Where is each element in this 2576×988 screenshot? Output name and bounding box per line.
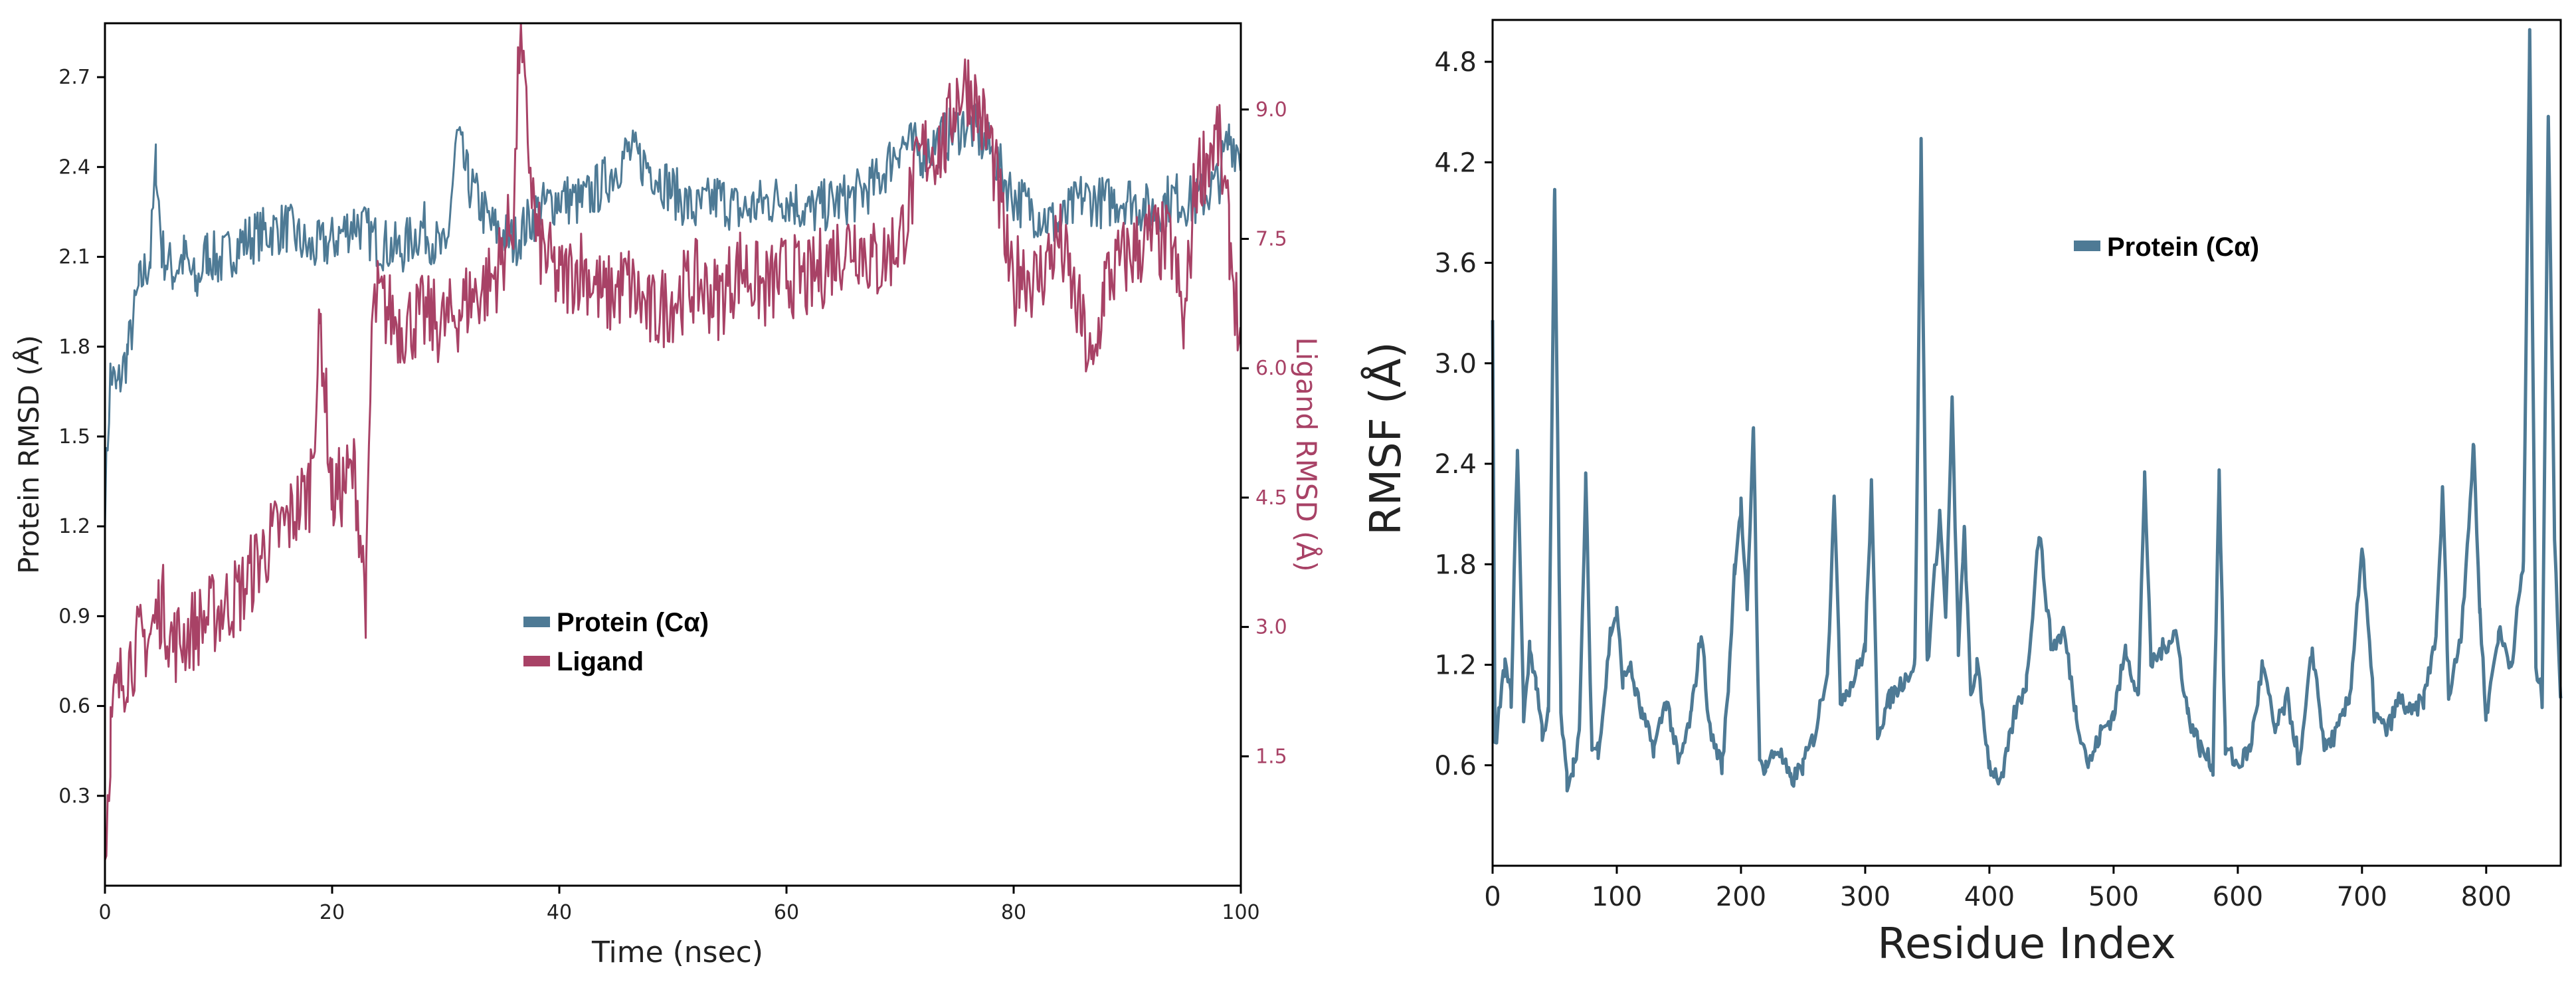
rmsd-legend: Protein (Cα) Ligand bbox=[523, 608, 709, 676]
rmsf-y-tick-label: 3.0 bbox=[1434, 349, 1477, 379]
rmsf-x-tick-label: 400 bbox=[1964, 882, 2015, 912]
protein-rmsf-line bbox=[1491, 28, 2563, 793]
rmsf-y-tick-label: 3.6 bbox=[1434, 248, 1477, 279]
rmsd-y2-tick-label: 1.5 bbox=[1255, 745, 1287, 768]
legend-swatch-protein bbox=[523, 617, 550, 627]
rmsd-x-tick-label: 60 bbox=[774, 901, 799, 924]
rmsf-x-tick-label: 800 bbox=[2461, 882, 2512, 912]
rmsd-y2-tick-label: 7.5 bbox=[1255, 228, 1287, 251]
rmsd-y2-tick-label: 4.5 bbox=[1255, 486, 1287, 510]
rmsd-x-tick-label: 0 bbox=[98, 901, 111, 924]
rmsf-y-axis-label: RMSF (Å) bbox=[1360, 342, 1411, 535]
rmsd-y-tick-label: 2.1 bbox=[58, 246, 90, 269]
rmsd-plot-frame bbox=[104, 22, 1242, 887]
rmsf-x-tick-label: 600 bbox=[2213, 882, 2263, 912]
rmsd-chart: 0 20 40 60 80 100 0.3 0.6 0.9 1.2 1.5 1.8 2.1 2.4 2.7 1… bbox=[12, 22, 1323, 969]
rmsf-y-tick-label: 4.8 bbox=[1434, 47, 1477, 78]
rmsf-x-tick-label: 0 bbox=[1484, 882, 1501, 912]
rmsd-x-tick-label: 20 bbox=[320, 901, 345, 924]
rmsd-y-tick-label: 2.4 bbox=[58, 155, 90, 179]
rmsf-y-tick-label: 2.4 bbox=[1434, 449, 1477, 480]
protein-rmsd-line bbox=[104, 103, 1242, 530]
rmsf-x-axis-label: Residue Index bbox=[1877, 920, 2175, 969]
legend-label-protein: Protein (Cα) bbox=[2107, 233, 2259, 262]
rmsf-x-tick-label: 300 bbox=[1840, 882, 1890, 912]
rmsd-y-tick-label: 2.7 bbox=[58, 66, 90, 89]
rmsd-x-tick-label: 80 bbox=[1001, 901, 1026, 924]
rmsd-y-tick-label: 1.2 bbox=[58, 515, 90, 538]
rmsd-y-tick-label: 0.9 bbox=[58, 605, 90, 628]
rmsd-x-axis-label: Time (nsec) bbox=[591, 936, 763, 969]
rmsd-y2-axis-label: Ligand RMSD (Å) bbox=[1290, 337, 1323, 571]
legend-label-ligand: Ligand bbox=[557, 647, 644, 676]
rmsd-y-axis-label: Protein RMSD (Å) bbox=[12, 335, 45, 574]
rmsd-y-tick-label: 0.6 bbox=[58, 695, 90, 718]
rmsd-x-tick-label: 40 bbox=[547, 901, 572, 924]
rmsd-ticks-layer: 0 20 40 60 80 100 0.3 0.6 0.9 1.2 1.5 1.8 2.1 2.4 2.7 1… bbox=[58, 66, 1287, 924]
rmsf-ticks-layer: 0 100 200 300 400 500 600 700 800 0.6 1.2 1.8 2.4 3.0… bbox=[1434, 47, 2512, 912]
rmsd-y-tick-label: 1.5 bbox=[58, 425, 90, 448]
rmsf-x-tick-label: 200 bbox=[1716, 882, 1766, 912]
rmsf-plot-frame bbox=[1491, 19, 2562, 867]
rmsf-y-tick-label: 1.8 bbox=[1434, 549, 1477, 580]
rmsf-chart: 0 100 200 300 400 500 600 700 800 0.6 1.2 1.8 2.4 3.0… bbox=[1360, 19, 2563, 969]
rmsf-x-tick-label: 500 bbox=[2088, 882, 2139, 912]
rmsf-legend: Protein (Cα) bbox=[2074, 233, 2259, 262]
rmsd-series-layer bbox=[104, 22, 1242, 860]
rmsf-y-tick-label: 0.6 bbox=[1434, 751, 1477, 781]
legend-swatch-protein bbox=[2074, 241, 2100, 251]
rmsd-y2-tick-label: 3.0 bbox=[1255, 616, 1287, 639]
rmsf-x-tick-label: 100 bbox=[1592, 882, 1642, 912]
rmsd-y2-tick-label: 9.0 bbox=[1255, 98, 1287, 122]
rmsf-x-tick-label: 700 bbox=[2337, 882, 2387, 912]
rmsf-y-tick-label: 4.2 bbox=[1434, 148, 1477, 178]
rmsf-y-tick-label: 1.2 bbox=[1434, 650, 1477, 681]
ligand-rmsd-line bbox=[104, 22, 1242, 860]
legend-swatch-ligand bbox=[523, 656, 550, 666]
rmsd-y-tick-label: 1.8 bbox=[58, 336, 90, 359]
rmsd-x-tick-label: 100 bbox=[1222, 901, 1259, 924]
rmsd-y-tick-label: 0.3 bbox=[58, 785, 90, 808]
rmsf-series-layer bbox=[1491, 28, 2563, 793]
legend-label-protein: Protein (Cα) bbox=[557, 608, 709, 637]
rmsd-y2-tick-label: 6.0 bbox=[1255, 357, 1287, 380]
